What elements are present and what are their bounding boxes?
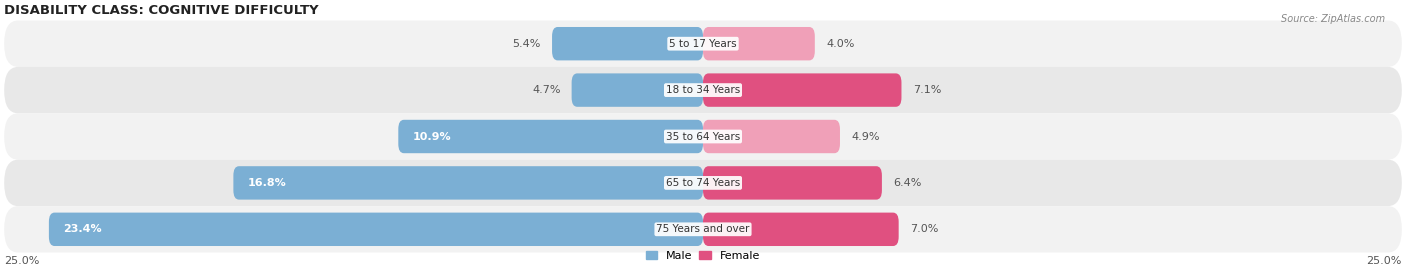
FancyBboxPatch shape	[233, 166, 703, 200]
Text: 6.4%: 6.4%	[893, 178, 921, 188]
Text: 75 Years and over: 75 Years and over	[657, 224, 749, 234]
FancyBboxPatch shape	[553, 27, 703, 60]
FancyBboxPatch shape	[4, 113, 1402, 160]
Text: 4.7%: 4.7%	[531, 85, 561, 95]
FancyBboxPatch shape	[4, 160, 1402, 206]
Text: 4.0%: 4.0%	[825, 39, 855, 49]
FancyBboxPatch shape	[703, 73, 901, 107]
FancyBboxPatch shape	[703, 212, 898, 246]
Text: 4.9%: 4.9%	[851, 131, 880, 141]
Text: DISABILITY CLASS: COGNITIVE DIFFICULTY: DISABILITY CLASS: COGNITIVE DIFFICULTY	[4, 4, 319, 17]
Text: 18 to 34 Years: 18 to 34 Years	[666, 85, 740, 95]
FancyBboxPatch shape	[4, 206, 1402, 252]
Text: Source: ZipAtlas.com: Source: ZipAtlas.com	[1281, 14, 1385, 23]
Text: 16.8%: 16.8%	[247, 178, 285, 188]
Text: 65 to 74 Years: 65 to 74 Years	[666, 178, 740, 188]
Text: 25.0%: 25.0%	[4, 256, 39, 266]
FancyBboxPatch shape	[703, 120, 839, 153]
Text: 7.1%: 7.1%	[912, 85, 941, 95]
FancyBboxPatch shape	[49, 212, 703, 246]
Text: 5 to 17 Years: 5 to 17 Years	[669, 39, 737, 49]
Text: 25.0%: 25.0%	[1367, 256, 1402, 266]
Text: 7.0%: 7.0%	[910, 224, 938, 234]
Text: 5.4%: 5.4%	[513, 39, 541, 49]
FancyBboxPatch shape	[4, 21, 1402, 67]
Text: 35 to 64 Years: 35 to 64 Years	[666, 131, 740, 141]
Legend: Male, Female: Male, Female	[641, 247, 765, 265]
FancyBboxPatch shape	[703, 27, 815, 60]
FancyBboxPatch shape	[4, 67, 1402, 113]
FancyBboxPatch shape	[703, 166, 882, 200]
Text: 23.4%: 23.4%	[63, 224, 101, 234]
FancyBboxPatch shape	[398, 120, 703, 153]
Text: 10.9%: 10.9%	[412, 131, 451, 141]
FancyBboxPatch shape	[572, 73, 703, 107]
